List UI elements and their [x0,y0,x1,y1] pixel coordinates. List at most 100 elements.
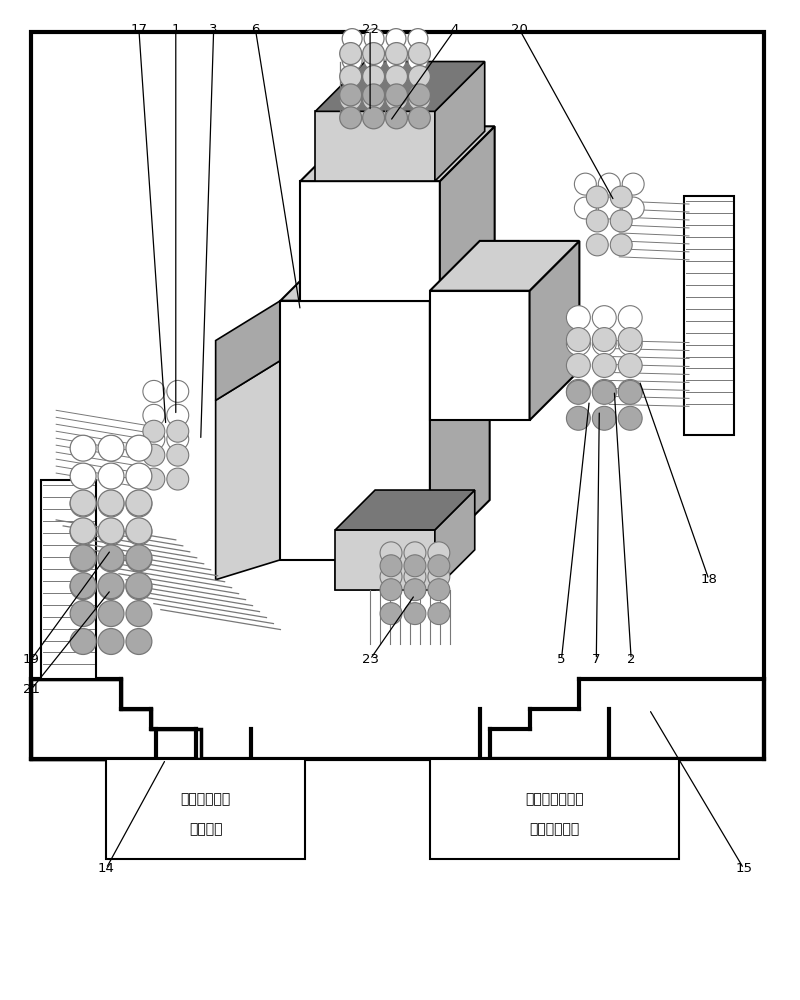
Circle shape [404,555,426,577]
Circle shape [70,629,96,654]
Circle shape [610,210,632,232]
Bar [315,111,435,181]
Text: 信息处理单元: 信息处理单元 [530,822,579,836]
Circle shape [342,51,362,70]
Bar [300,181,440,301]
Circle shape [386,29,406,49]
Circle shape [610,234,632,256]
Circle shape [622,197,644,219]
Circle shape [126,601,152,627]
Polygon shape [300,126,494,181]
Text: 5: 5 [557,653,566,666]
Circle shape [98,629,124,654]
Polygon shape [530,241,579,420]
Circle shape [566,406,590,430]
Circle shape [143,420,165,442]
Polygon shape [335,530,375,590]
Circle shape [386,84,407,106]
Circle shape [167,468,189,490]
Circle shape [126,518,152,544]
Circle shape [70,601,96,627]
Circle shape [592,306,616,330]
Circle shape [143,444,165,466]
Circle shape [362,43,385,65]
Circle shape [409,43,430,65]
Polygon shape [281,241,490,301]
Circle shape [126,546,152,572]
Polygon shape [430,251,490,420]
Circle shape [362,84,385,106]
Text: 15: 15 [735,862,752,875]
Circle shape [70,518,96,544]
Text: 18: 18 [701,573,718,586]
Circle shape [167,428,189,450]
Circle shape [364,51,384,70]
Text: 21: 21 [22,683,40,696]
Polygon shape [440,126,494,301]
Circle shape [126,435,152,461]
Circle shape [362,107,385,129]
Bar [281,301,430,560]
Text: 功率光源: 功率光源 [189,822,222,836]
Polygon shape [315,62,485,111]
Circle shape [126,545,152,571]
Bar [430,291,530,420]
Circle shape [586,234,608,256]
Circle shape [404,579,426,601]
Circle shape [428,555,450,577]
Circle shape [126,573,152,599]
Circle shape [566,380,590,404]
Circle shape [126,491,152,517]
Circle shape [404,542,426,564]
Circle shape [98,519,124,545]
Circle shape [618,328,642,352]
Circle shape [70,490,96,516]
Text: 智能调制矩阵: 智能调制矩阵 [181,792,231,806]
Circle shape [386,88,407,110]
Circle shape [566,332,590,356]
Text: 17: 17 [130,23,147,36]
Circle shape [566,328,590,352]
Circle shape [143,468,165,490]
Polygon shape [430,241,579,291]
Circle shape [70,574,96,600]
Text: 4: 4 [450,23,459,36]
Circle shape [98,490,124,516]
Circle shape [386,43,407,65]
Bar [335,530,435,590]
Circle shape [98,435,124,461]
Circle shape [364,29,384,49]
Circle shape [380,566,402,588]
Circle shape [340,84,362,106]
Circle shape [404,566,426,588]
Circle shape [380,603,402,625]
Circle shape [586,186,608,208]
Circle shape [98,545,124,571]
Circle shape [98,573,124,599]
Text: 6: 6 [251,23,260,36]
Circle shape [340,107,362,129]
Circle shape [70,491,96,517]
Circle shape [408,29,428,49]
Circle shape [70,546,96,572]
Circle shape [574,173,596,195]
Text: 3: 3 [210,23,218,36]
Circle shape [362,88,385,110]
Circle shape [386,66,407,87]
Circle shape [409,66,430,87]
Circle shape [98,491,124,517]
Text: 1: 1 [171,23,180,36]
Circle shape [70,519,96,545]
Polygon shape [216,360,281,580]
Circle shape [618,306,642,330]
Circle shape [126,574,152,600]
Text: 14: 14 [98,862,114,875]
Circle shape [586,210,608,232]
Circle shape [143,428,165,450]
Circle shape [98,518,124,544]
Circle shape [167,420,189,442]
Circle shape [592,332,616,356]
Circle shape [70,463,96,489]
Circle shape [126,463,152,489]
Circle shape [618,380,642,404]
